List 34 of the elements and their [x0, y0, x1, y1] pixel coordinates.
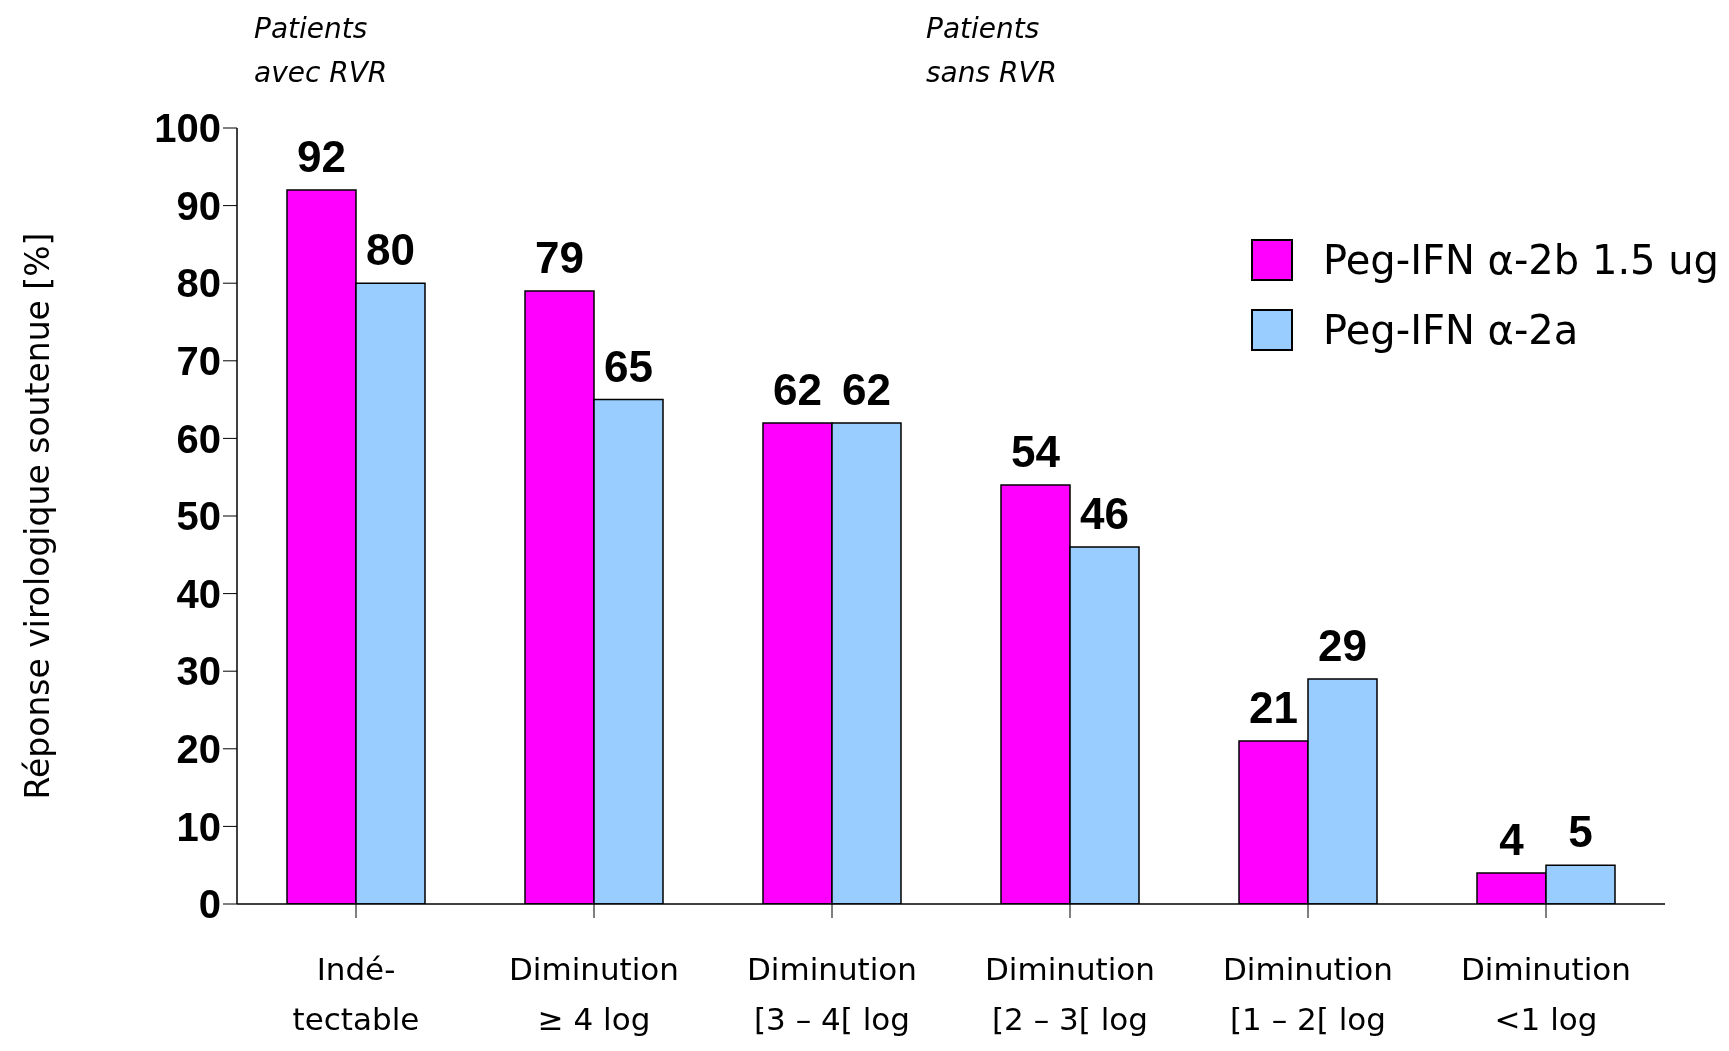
y-tick-label: 100	[154, 106, 221, 151]
x-tick-label: Diminution [3 – 4[ log	[747, 951, 917, 1037]
data-label: 21	[1249, 683, 1298, 733]
x-tick-label: Diminution <1 log	[1461, 951, 1631, 1037]
data-label: 65	[604, 341, 653, 391]
data-label: 54	[1011, 426, 1061, 476]
y-tick-label: 10	[176, 804, 221, 849]
data-label: 92	[297, 132, 346, 182]
y-tick-label: 90	[176, 183, 221, 228]
y-tick-label: 50	[176, 494, 221, 539]
data-label: 79	[535, 232, 584, 282]
y-axis-title: Réponse virologique soutenue [%]	[17, 232, 57, 800]
legend-label: Peg-IFN α-2b 1.5 ug	[1323, 237, 1719, 283]
x-tick-label: Indé- tectable	[292, 951, 420, 1037]
y-tick-label: 30	[176, 649, 221, 694]
y-tick-label: 70	[176, 339, 221, 383]
y-tick-label: 20	[176, 727, 221, 771]
y-tick-label: 80	[176, 261, 221, 306]
data-label: 62	[842, 364, 891, 414]
text: Patients avec RVR	[254, 12, 388, 89]
data-label: 29	[1318, 620, 1367, 670]
data-label: 62	[773, 364, 822, 414]
data-label: 80	[366, 225, 415, 275]
x-tick-label: Diminution ≥ 4 log	[509, 951, 679, 1037]
x-tick-label: Diminution [1 – 2[ log	[1223, 951, 1393, 1037]
data-label: 4	[1499, 814, 1525, 864]
data-label: 46	[1080, 489, 1129, 539]
text: Patients sans RVR	[926, 12, 1058, 89]
y-tick-label: 0	[198, 882, 221, 927]
x-tick-label: Diminution [2 – 3[ log	[985, 951, 1155, 1037]
legend-label: Peg-IFN α-2a	[1323, 307, 1579, 353]
y-tick-label: 60	[176, 416, 221, 461]
data-label: 5	[1568, 807, 1593, 857]
y-tick-label: 40	[176, 571, 221, 616]
